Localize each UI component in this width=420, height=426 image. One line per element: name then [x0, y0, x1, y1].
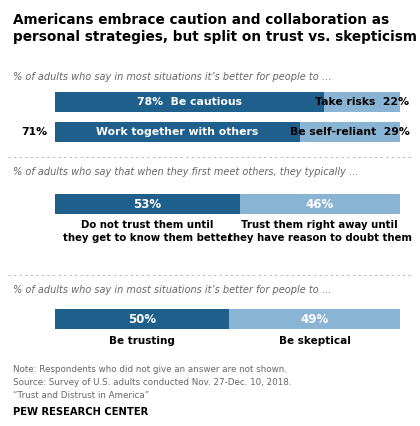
Text: Take risks  22%: Take risks 22%: [315, 97, 409, 107]
Text: “Trust and Distrust in America”: “Trust and Distrust in America”: [13, 390, 149, 399]
Text: % of adults who say that when they first meet others, they typically …: % of adults who say that when they first…: [13, 167, 359, 177]
Text: 46%: 46%: [306, 197, 334, 210]
Text: % of adults who say in most situations it’s better for people to …: % of adults who say in most situations i…: [13, 284, 332, 294]
Text: 53%: 53%: [133, 197, 161, 210]
Text: 49%: 49%: [300, 312, 329, 325]
Text: Trust them right away until
they have reason to doubt them: Trust them right away until they have re…: [228, 220, 412, 243]
Text: Americans embrace caution and collaboration as
personal strategies, but split on: Americans embrace caution and collaborat…: [13, 13, 417, 43]
Text: PEW RESEARCH CENTER: PEW RESEARCH CENTER: [13, 406, 148, 416]
Text: Do not trust them until
they get to know them better: Do not trust them until they get to know…: [63, 220, 232, 243]
Text: Be trusting: Be trusting: [109, 335, 175, 345]
Text: % of adults who say in most situations it’s better for people to …: % of adults who say in most situations i…: [13, 72, 332, 82]
Text: Note: Respondents who did not give an answer are not shown.: Note: Respondents who did not give an an…: [13, 364, 287, 373]
Text: Source: Survey of U.S. adults conducted Nov. 27-Dec. 10, 2018.: Source: Survey of U.S. adults conducted …: [13, 377, 291, 386]
Text: Work together with others: Work together with others: [96, 127, 259, 137]
Text: Be skeptical: Be skeptical: [279, 335, 351, 345]
Text: 71%: 71%: [21, 127, 47, 137]
Text: 78%  Be cautious: 78% Be cautious: [137, 97, 242, 107]
Text: 50%: 50%: [128, 312, 156, 325]
Text: Be self-reliant  29%: Be self-reliant 29%: [290, 127, 410, 137]
